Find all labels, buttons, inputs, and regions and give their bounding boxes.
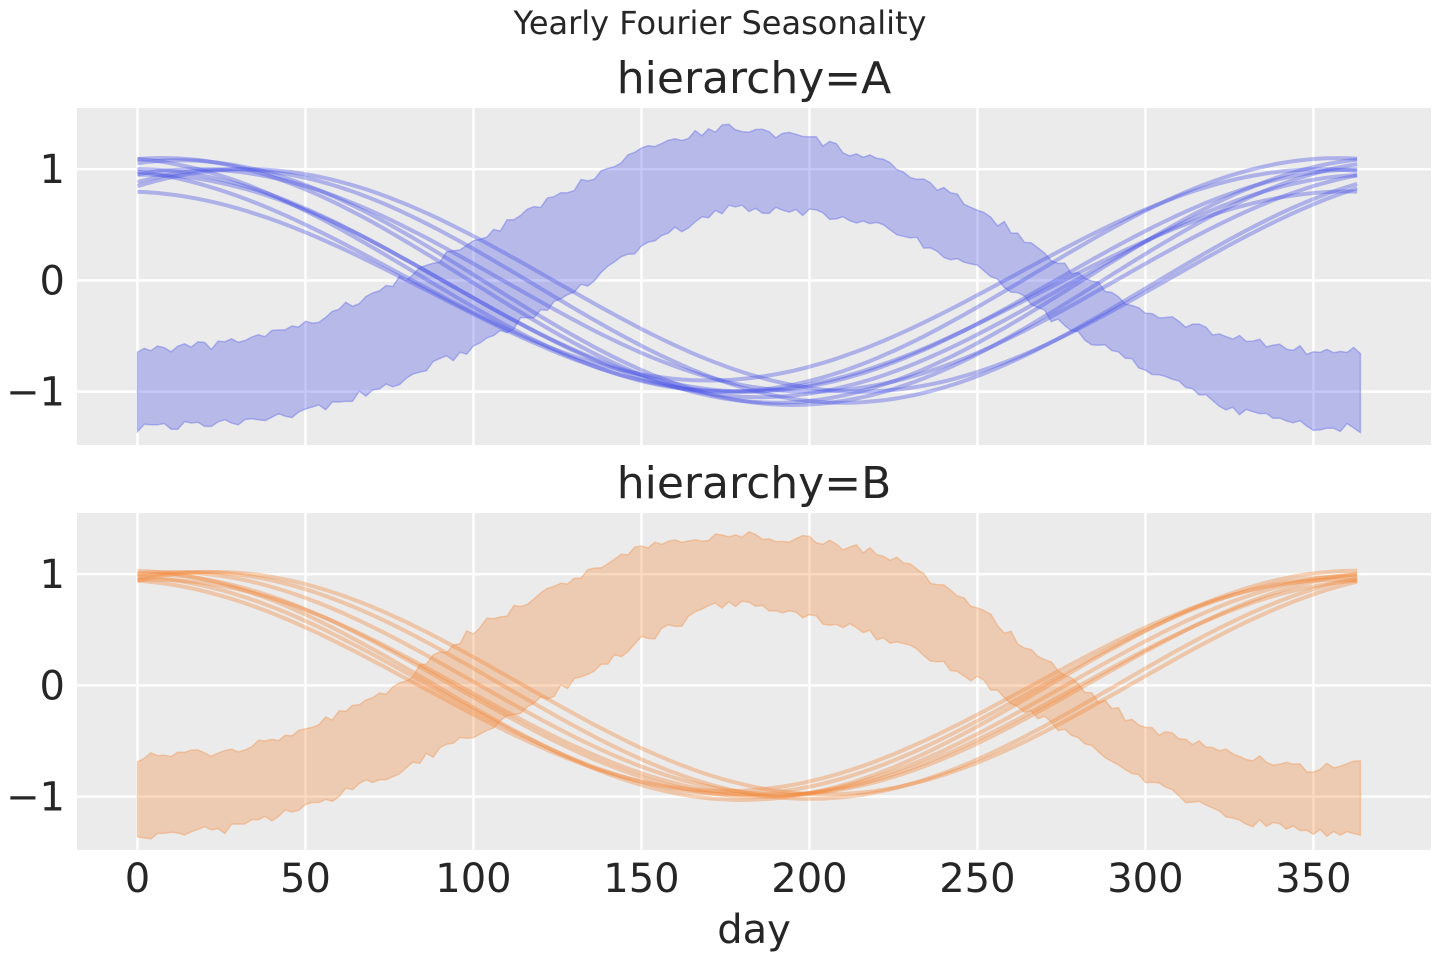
panel-1: hierarchy=A −1 0 1 [6, 53, 1431, 445]
series-line-6 [137, 570, 1358, 797]
figure-suptitle: Yearly Fourier Seasonality [513, 4, 927, 42]
hdi-band [136, 531, 1362, 840]
series-line-1 [137, 156, 1358, 405]
x-tick-label: 0 [125, 856, 150, 902]
x-tick-label: 300 [1107, 856, 1183, 902]
x-tick-label: 250 [939, 856, 1015, 902]
plot-content [136, 531, 1362, 840]
y-tick-label: 0 [40, 258, 65, 304]
panel-title: hierarchy=B [617, 458, 892, 509]
series-line-5 [137, 577, 1358, 793]
y-tick-label: −1 [6, 370, 65, 416]
series-line-7 [137, 172, 1358, 400]
series-line-6 [137, 167, 1358, 405]
x-tick-label: 350 [1275, 856, 1351, 902]
hdi-band [136, 123, 1362, 435]
series-line-1 [137, 572, 1358, 799]
y-tick-label: 1 [40, 147, 65, 193]
series-line-4 [137, 167, 1358, 394]
series-line-8 [137, 568, 1358, 803]
panels: hierarchy=A −1 0 1 hierarchy=B −1 0 1 0 50 100 150 2… [6, 53, 1431, 902]
y-tick-label: −1 [6, 775, 65, 821]
plot-content [136, 123, 1362, 435]
plot-area [77, 513, 1431, 850]
series-line-9 [137, 158, 1358, 408]
panel-2: hierarchy=B −1 0 1 0 50 100 150 200 250 300 350 [6, 458, 1431, 902]
series-line-3 [137, 156, 1358, 394]
series-line-4 [137, 569, 1358, 801]
series-line-10 [136, 167, 1358, 394]
y-tick-label: 0 [40, 663, 65, 709]
y-tick-label: 1 [40, 552, 65, 598]
series-line-2 [137, 574, 1358, 797]
x-axis-label: day [717, 907, 791, 953]
x-tick-label: 200 [771, 856, 847, 902]
panel-title: hierarchy=A [617, 53, 891, 104]
plot-area [77, 108, 1431, 445]
series-line-8 [137, 167, 1358, 383]
x-tick-label: 150 [603, 856, 679, 902]
series-line-5 [137, 189, 1358, 394]
x-tick-label: 50 [280, 856, 331, 902]
x-tick-label: 100 [435, 856, 511, 902]
series-line-3 [137, 569, 1358, 797]
series-line-7 [137, 577, 1358, 798]
series-line-2 [137, 167, 1358, 394]
